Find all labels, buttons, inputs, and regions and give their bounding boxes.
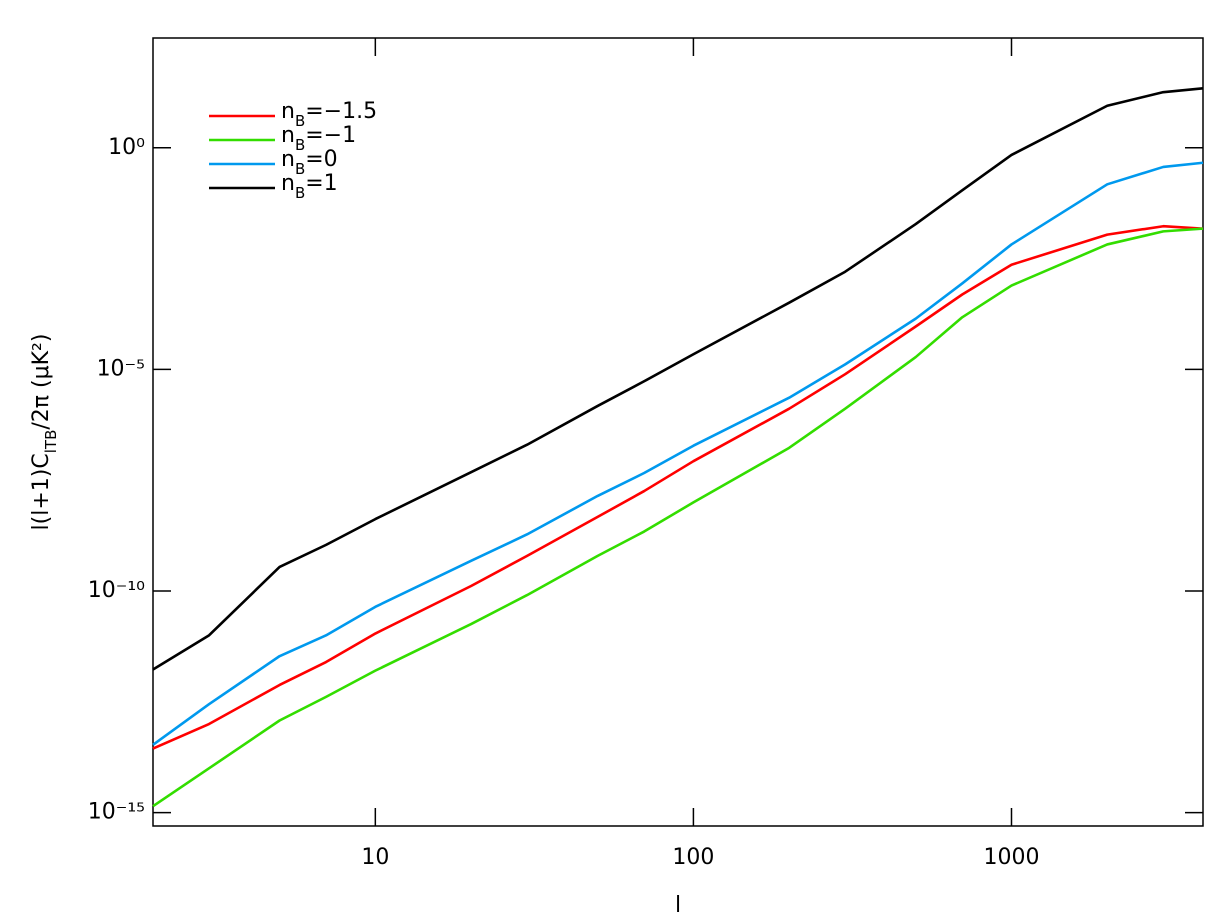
legend-label: nB=−1.5 (281, 99, 377, 130)
line-series (152, 86, 1204, 671)
legend-label: nB=0 (281, 147, 338, 178)
y-tick-label: 10⁰ (108, 135, 145, 160)
y-axis-label: l(l+1)ClTB/2π (μK²) (29, 334, 60, 531)
y-tick-label: 10⁻¹⁵ (88, 800, 145, 825)
y-tick-label: 10⁻¹⁰ (88, 578, 145, 603)
x-tick-label: 1000 (983, 845, 1039, 870)
x-axis-label: l (675, 893, 681, 918)
x-tick-label: 100 (672, 845, 714, 870)
line-series (152, 227, 1204, 808)
y-tick-label: 10⁻⁵ (97, 356, 145, 381)
line-series (152, 161, 1204, 746)
x-tick-label: 10 (361, 845, 389, 870)
legend-label: nB=−1 (281, 123, 356, 154)
plot-frame (152, 37, 1204, 827)
legend-label: nB=1 (281, 171, 338, 202)
line-series (152, 224, 1204, 750)
